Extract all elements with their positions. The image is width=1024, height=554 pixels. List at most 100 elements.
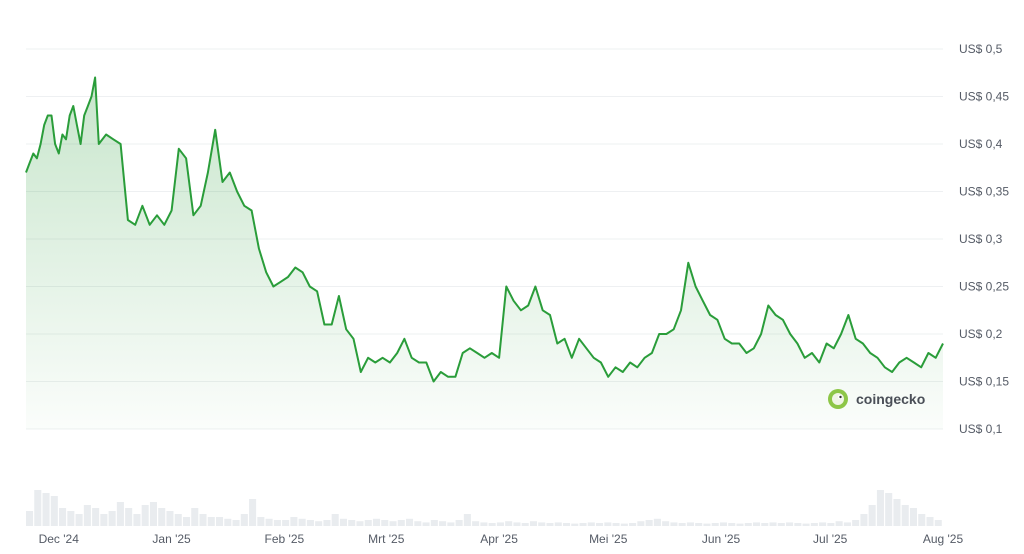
x-tick-label: Aug '25	[923, 532, 964, 546]
volume-bar	[364, 520, 372, 526]
volume-bar	[141, 505, 149, 526]
volume-bar	[83, 505, 91, 526]
volume-bar	[397, 520, 405, 526]
volume-bar	[810, 523, 818, 526]
volume-bar	[298, 518, 306, 526]
volume-bar	[562, 523, 571, 526]
volume-bar	[191, 508, 199, 526]
volume-bar	[868, 505, 876, 526]
volume-bar	[207, 517, 215, 526]
y-axis: US$ 0,5 US$ 0,45 US$ 0,4 US$ 0,35 US$ 0,3 US$…	[959, 42, 1009, 436]
volume-bar	[232, 520, 240, 526]
x-axis: Dec '24 Jan '25 Feb '25 Mrt '25 Apr '25 Mei '…	[39, 532, 964, 546]
volume-bar	[909, 508, 918, 526]
volume-bar	[786, 522, 794, 526]
volume-bar	[926, 517, 934, 526]
volume-bar	[719, 522, 728, 526]
y-tick-label: US$ 0,2	[959, 327, 1003, 341]
price-line	[25, 76, 944, 383]
volume-bar	[843, 522, 851, 526]
volume-bar	[488, 523, 496, 526]
volume-bar	[604, 522, 612, 526]
volume-bar	[794, 523, 802, 526]
volume-bar	[827, 523, 835, 526]
volume-bar	[133, 514, 141, 526]
volume-bar	[496, 522, 504, 526]
volume-bar	[257, 517, 265, 526]
volume-bar	[149, 502, 157, 526]
volume-bar	[752, 522, 761, 526]
volume-bar	[50, 496, 58, 526]
volume-bar	[282, 520, 290, 526]
volume-bar	[100, 514, 108, 526]
volume-bar	[480, 522, 488, 526]
volume-bar	[852, 520, 860, 526]
volume-bar	[744, 523, 752, 526]
volume-bar	[166, 511, 174, 526]
volume-bar	[554, 522, 562, 526]
volume-bar	[620, 523, 628, 526]
x-tick-label: Jan '25	[152, 532, 191, 546]
volume-bar	[637, 521, 645, 526]
y-tick-label: US$ 0,25	[959, 280, 1009, 294]
volume-bar	[728, 523, 736, 526]
volume-bar	[736, 523, 744, 526]
volume-bar	[662, 521, 670, 526]
coingecko-watermark: coingecko	[828, 389, 925, 409]
volume-bar	[645, 520, 653, 526]
volume-bar	[389, 521, 397, 526]
volume-bar	[711, 523, 719, 526]
volume-bar	[372, 518, 381, 526]
volume-bar	[579, 523, 587, 526]
volume-bar	[463, 514, 471, 526]
volume-bar	[331, 514, 339, 526]
volume-bar	[893, 499, 901, 526]
y-tick-label: US$ 0,5	[959, 42, 1003, 56]
volume-bar	[92, 508, 100, 526]
y-tick-label: US$ 0,45	[959, 90, 1009, 104]
volume-bar	[381, 520, 389, 526]
x-tick-label: Apr '25	[480, 532, 518, 546]
y-tick-label: US$ 0,3	[959, 232, 1003, 246]
x-tick-label: Mei '25	[589, 532, 628, 546]
x-tick-label: Feb '25	[265, 532, 305, 546]
volume-bar	[356, 521, 364, 526]
volume-bar	[918, 514, 926, 526]
x-tick-label: Mrt '25	[368, 532, 405, 546]
volume-bar	[306, 520, 314, 526]
volume-bar	[249, 499, 257, 526]
volume-bar	[521, 523, 529, 526]
volume-bar	[678, 523, 686, 526]
x-tick-label: Jun '25	[702, 532, 741, 546]
volume-bar	[505, 521, 513, 526]
volume-bar	[513, 522, 521, 526]
volume-bar	[216, 517, 224, 526]
volume-bar	[414, 521, 422, 526]
price-area	[26, 77, 943, 429]
x-tick-label: Jul '25	[813, 532, 848, 546]
volume-bar	[612, 523, 620, 526]
volume-bar	[455, 520, 463, 526]
volume-bar	[240, 514, 248, 526]
volume-bar	[406, 518, 414, 526]
volume-bar	[59, 508, 67, 526]
volume-bar	[182, 517, 191, 526]
volume-bar	[885, 493, 893, 526]
volume-bar	[876, 490, 884, 526]
volume-bar	[34, 490, 42, 526]
volume-bar	[538, 522, 546, 526]
x-tick-label: Dec '24	[39, 532, 80, 546]
volume-bar	[447, 522, 455, 526]
y-tick-label: US$ 0,35	[959, 185, 1009, 199]
volume-bar	[686, 522, 694, 526]
volume-bar	[439, 521, 447, 526]
volume-bar	[587, 522, 595, 526]
volume-bar	[158, 508, 166, 526]
volume-bar	[860, 514, 868, 526]
volume-bar	[315, 521, 323, 526]
y-tick-label: US$ 0,4	[959, 137, 1003, 151]
volume-bar	[653, 518, 661, 526]
volume-bar	[472, 521, 480, 526]
volume-bar	[116, 502, 124, 526]
y-tick-label: US$ 0,1	[959, 422, 1003, 436]
